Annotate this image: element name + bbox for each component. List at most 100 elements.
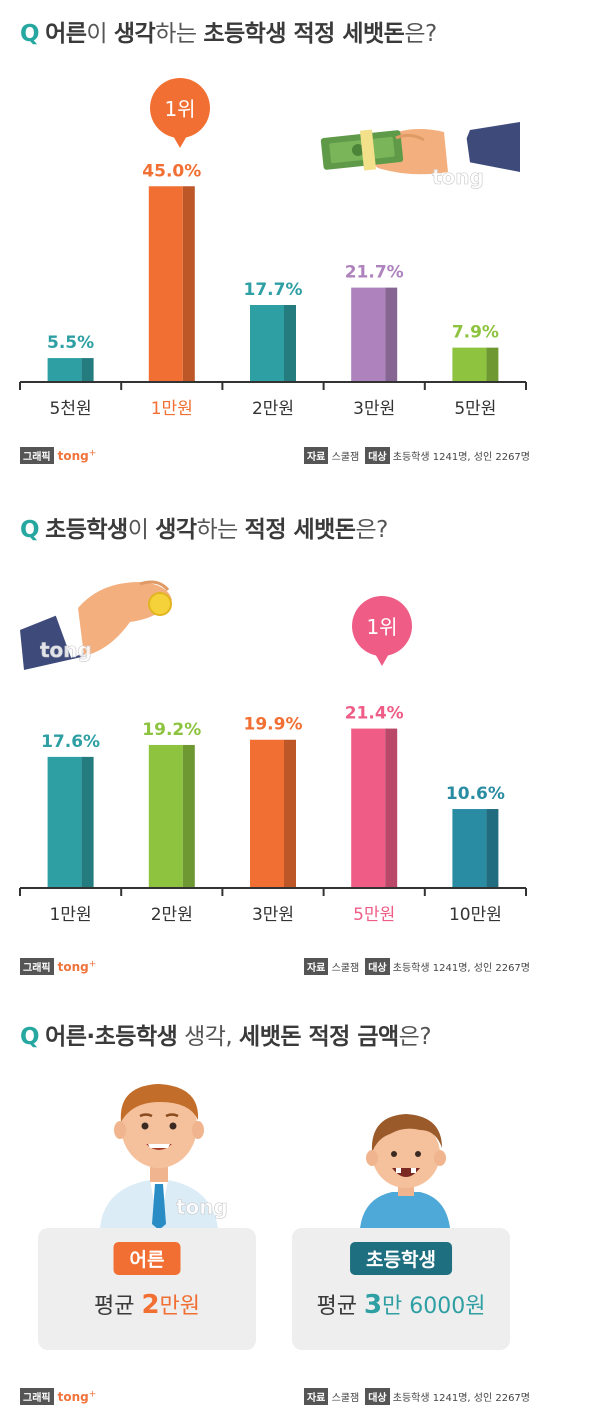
title-part: 세뱃돈 적정 금액 [239,1024,399,1050]
adult-illustration [100,1084,218,1230]
footer-2: 그래픽 tong+ 자료 스쿨잼 대상 초등학생 1241명, 성인 2267명 [20,958,530,976]
source-text: 스쿨잼 [331,452,360,463]
bar [250,305,284,382]
avg-suffix: 만원 [159,1294,201,1319]
target-text: 초등학생 1241명, 성인 2267명 [392,963,530,974]
title-part: 하는 [196,517,245,543]
q-mark: Q [20,517,40,543]
target-text: 초등학생 1241명, 성인 2267명 [392,1393,530,1404]
adult-label: 어른 [113,1242,181,1275]
bar [148,186,183,382]
avg-suffix: 만 6000원 [382,1294,486,1319]
source-text: 스쿨잼 [331,1393,360,1404]
rank-badge: 1위 [150,78,210,148]
bar-shade [486,809,499,888]
rank-badge-text: 1위 [164,97,195,121]
bar-shade [486,347,499,382]
bar-shade [385,728,398,888]
people-illustration: tong [100,1084,450,1230]
title-part: 이 [127,517,156,543]
title-part: 하는 [155,21,204,47]
title-part: 은? [355,517,388,543]
title-part: 은? [404,21,437,47]
data-label: 17.6% [41,732,100,752]
bar [351,287,386,382]
data-label: 10.6% [446,784,505,804]
adult-card: 어른 평균 2만원 [38,1228,256,1350]
watermark-2: tong [40,638,92,662]
child-card: 초등학생 평균 3만 6000원 [292,1228,510,1350]
avg-number: 2 [141,1290,160,1320]
bar [148,744,183,888]
bar [47,756,82,888]
title-part: 초등학생 적정 세뱃돈 [203,21,405,47]
graphic-tag: 그래픽 [20,447,54,464]
brand-logo: tong [57,449,89,463]
title-part: 어른 [45,21,87,47]
bar [250,739,284,888]
data-label: 7.9% [452,323,499,343]
watermark-3: tong [176,1195,228,1219]
rank-badge: 1위 [352,596,412,666]
category-label: 1만원 [151,399,193,419]
chart2: tong 1위 17.6% 1만원 19.2% 2만원 19.9% 3만원 21.4% 5만원… [19,580,527,925]
bar-shade [81,756,94,888]
footer-3: 그래픽 tong+ 자료 스쿨잼 대상 초등학생 1241명, 성인 2267명 [20,1388,530,1406]
title-part: 적정 세뱃돈 [244,517,356,543]
category-label: 5만원 [353,905,395,925]
money-hand-illustration [320,122,520,176]
child-illustration [360,1114,450,1228]
data-label: 21.4% [345,704,404,724]
bar [47,358,82,382]
q-mark: Q [20,1024,40,1050]
data-label: 5.5% [47,333,94,353]
source-tag: 자료 [303,447,329,464]
chart2-title: Q 초등학생이 생각하는 적정 세뱃돈은? [20,510,388,544]
bar [351,728,386,888]
graphic-tag: 그래픽 [20,1388,54,1405]
adult-average: 평균 2만원 [38,1288,256,1320]
footer-1: 그래픽 tong+ 자료 스쿨잼 대상 초등학생 1241명, 성인 2267명 [20,447,530,465]
title-part: 초등학생 [45,517,128,543]
category-label: 5천원 [50,399,92,419]
avg-prefix: 평균 [93,1294,142,1319]
brand-logo: tong [57,1390,89,1404]
target-tag: 대상 [365,447,390,464]
chart1: tong 1위 5.5% 5천원 45.0% 1만원 17.7% 2만원 21.7% 3만원 7… [19,78,527,419]
bar-shade [385,287,398,382]
target-tag: 대상 [365,958,390,975]
brand-logo: tong [57,960,89,974]
title-part: 생각 [155,517,197,543]
bar [452,809,487,888]
watermark-1: tong [432,165,484,189]
target-text: 초등학생 1241명, 성인 2267명 [392,452,530,463]
bar-shade [284,305,296,382]
coin-hand-illustration [20,580,172,670]
data-label: 21.7% [345,263,404,283]
bar-shade [182,744,195,888]
rank-badge-text: 1위 [366,615,397,639]
graphic-tag: 그래픽 [20,958,54,975]
source-tag: 자료 [303,1388,329,1405]
child-label: 초등학생 [350,1242,452,1275]
avg-prefix: 평균 [316,1294,364,1319]
bar-shade [81,358,94,382]
title-part: 생각 [113,21,156,47]
title-part: 생각, [177,1024,240,1050]
source-tag: 자료 [303,958,329,975]
category-label: 2만원 [151,905,193,925]
category-label: 5만원 [454,399,496,419]
target-tag: 대상 [365,1388,390,1405]
data-label: 17.7% [244,280,303,300]
avg-number: 3 [363,1290,383,1320]
title-part: 이 [86,21,114,47]
child-average: 평균 3만 6000원 [292,1288,510,1320]
bar [452,347,487,382]
data-label: 45.0% [142,161,201,181]
data-label: 19.2% [142,720,201,740]
source-text: 스쿨잼 [331,963,360,974]
category-label: 10만원 [449,905,502,925]
category-label: 2만원 [252,399,294,419]
category-label: 3만원 [252,905,294,925]
section3-title: Q 어른·초등학생 생각, 세뱃돈 적정 금액은? [20,1017,432,1051]
